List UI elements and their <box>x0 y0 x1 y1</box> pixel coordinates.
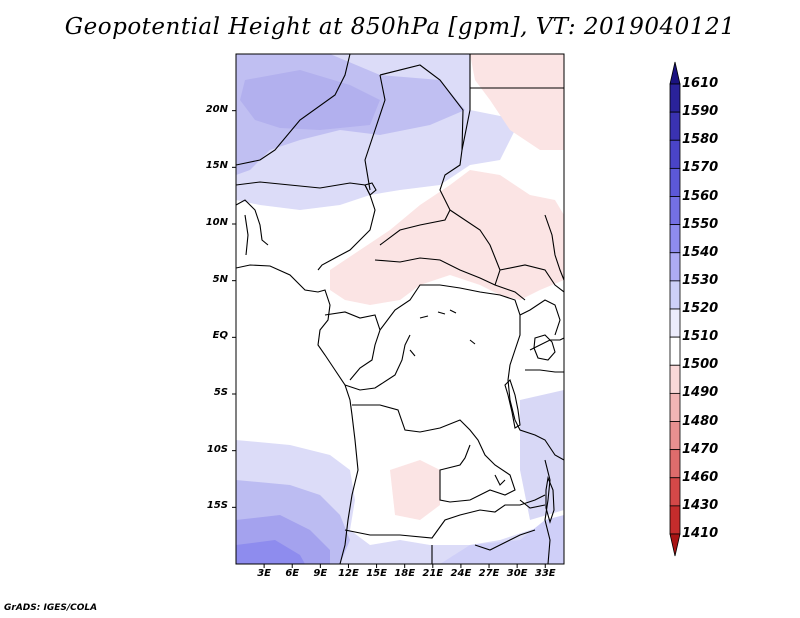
lake-tanganyika <box>504 378 521 429</box>
colorbar-segment <box>669 252 681 282</box>
colorbar <box>669 61 681 557</box>
grads-credit: GrADS: IGES/COLA <box>4 603 98 613</box>
lon-tick-label: 24E <box>450 568 472 579</box>
colorbar-segment <box>669 505 681 535</box>
lat-tick-label: 20N <box>205 103 228 115</box>
colorbar-level-label: 1520 <box>682 301 719 316</box>
colorbar-level-label: 1460 <box>682 469 719 485</box>
colorbar-level-label: 1480 <box>682 413 719 429</box>
colorbar-segment <box>669 111 681 141</box>
colorbar-level-label: 1580 <box>682 132 719 148</box>
lon-tick-label: 9E <box>313 568 328 579</box>
north-horizontal-border <box>236 181 376 271</box>
lon-tick-label: 12E <box>338 568 359 579</box>
colorbar-level-label: 1510 <box>682 329 719 345</box>
map-title: Geopotential Height at 850hPa [gpm], VT:… <box>64 14 736 40</box>
colorbar-segment <box>669 139 681 169</box>
colorbar-level-label: 1430 <box>682 497 719 513</box>
colorbar-segment <box>669 477 681 507</box>
lat-tick-label: 15N <box>205 160 228 172</box>
colorbar-level-label: 1570 <box>682 160 719 176</box>
car-border <box>374 257 526 301</box>
lon-tick-label: 3E <box>257 568 271 579</box>
colorbar-segment <box>669 83 681 113</box>
field-shade-central-pink <box>330 170 564 305</box>
south-sudan-border <box>449 209 564 293</box>
colorbar-segment <box>669 224 681 254</box>
lat-tick-marks <box>232 110 236 508</box>
field-shade-east-blue <box>520 390 564 520</box>
colorbar-level-label: 1410 <box>682 526 719 541</box>
drc-north-border <box>379 284 521 421</box>
zambia-zim-border <box>431 529 536 564</box>
political-boundaries <box>236 54 564 564</box>
colorbar-segment <box>669 364 681 394</box>
colorbar-top-triangle <box>669 61 681 85</box>
lat-tick-label: 15S <box>206 500 228 512</box>
zambezi-river <box>494 474 546 509</box>
lon-tick-label: 21E <box>422 568 444 579</box>
west-africa-coastline <box>236 264 359 564</box>
lon-tick-label: 6E <box>285 568 300 579</box>
colorbar-segment <box>669 421 681 451</box>
colorbar-segment <box>669 392 681 422</box>
colorbar-segment <box>669 196 681 226</box>
colorbar-segment <box>669 167 681 197</box>
lake-chad <box>364 182 377 196</box>
colorbar-level-label: 1530 <box>682 272 719 288</box>
chad-east-border <box>379 64 464 246</box>
lon-tick-label: 30E <box>506 568 528 579</box>
colorbar-segment <box>669 449 681 479</box>
lon-tick-label: 33E <box>534 568 556 579</box>
lake-malawi <box>545 476 555 524</box>
lat-tick-label: 5N <box>212 273 228 285</box>
lon-tick-label: 18E <box>394 568 416 579</box>
field-shade-northeast-pink <box>470 54 564 150</box>
colorbar-level-label: 1550 <box>682 216 719 232</box>
colorbar-level-label: 1590 <box>682 104 719 120</box>
field-shade-corner-violet <box>236 540 305 564</box>
colorbar-level-label: 1490 <box>682 385 719 401</box>
lat-tick-label: EQ <box>212 330 228 342</box>
niger-chad-border <box>364 74 386 191</box>
field-shade-sahara-blue <box>240 70 380 130</box>
colorbar-segment <box>669 336 681 366</box>
lon-tick-label: 15E <box>366 568 387 579</box>
namibia-border <box>344 494 546 539</box>
east-border <box>514 419 564 461</box>
colorbar-segment <box>669 280 681 310</box>
sahel-border <box>236 54 351 166</box>
lake-victoria <box>533 334 556 361</box>
lat-tick-label: 10N <box>205 217 228 228</box>
field-shade-southeast-blue <box>440 515 564 564</box>
colorbar-level-label: 1470 <box>682 441 719 457</box>
congo-river-patches <box>409 309 476 357</box>
lon-tick-label: 27E <box>478 568 500 579</box>
field-shade-angola-pink <box>390 460 440 520</box>
colorbar-bottom-triangle <box>669 533 681 557</box>
colorbar-level-label: 1610 <box>682 76 719 91</box>
colorbar-level-label: 1540 <box>682 244 719 260</box>
angola-border <box>352 404 516 503</box>
uganda-border <box>519 299 561 336</box>
lon-tick-marks <box>263 564 546 568</box>
lat-tick-label: 10S <box>206 443 228 455</box>
drc-west-border <box>344 334 411 391</box>
map-frame <box>235 53 565 565</box>
lat-tick-label: 5S <box>213 387 228 398</box>
sudan-border <box>461 54 471 151</box>
colorbar-level-label: 1500 <box>682 357 719 373</box>
west-coast-bight <box>236 199 269 256</box>
geopotential-field <box>236 54 564 564</box>
colorbar-level-label: 1560 <box>682 188 719 204</box>
colorbar-segment <box>669 308 681 338</box>
ethiopia-border <box>544 214 564 281</box>
